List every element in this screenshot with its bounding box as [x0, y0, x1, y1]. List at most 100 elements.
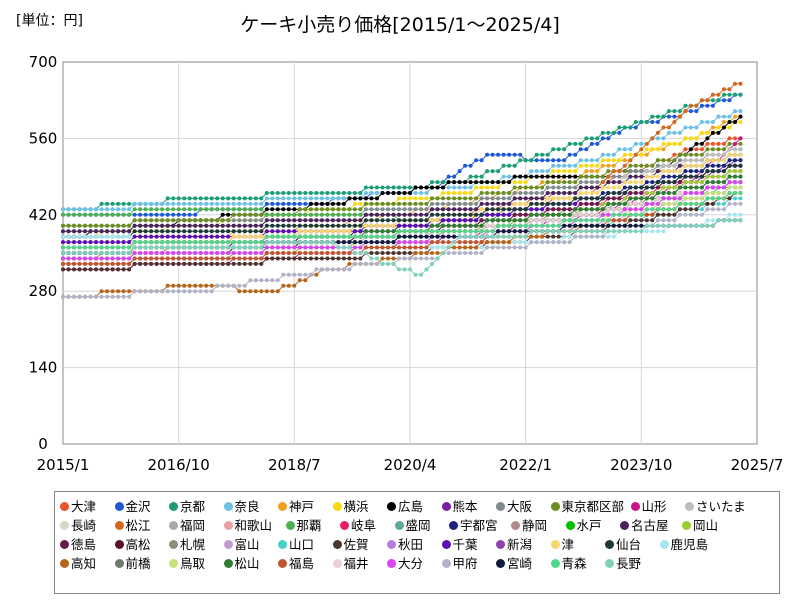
series-point	[248, 207, 253, 212]
series-point	[341, 256, 346, 261]
series-point	[182, 201, 187, 206]
series-point	[512, 240, 517, 245]
series-point	[165, 223, 170, 228]
series-point	[633, 125, 638, 130]
series-point	[722, 120, 726, 124]
series-point	[699, 174, 704, 179]
series-point	[622, 169, 627, 174]
series-point	[193, 283, 198, 288]
series-point	[672, 130, 677, 135]
series-point	[408, 191, 412, 195]
series-point	[116, 207, 121, 212]
series-point	[518, 185, 523, 190]
series-point	[204, 207, 209, 212]
series-point	[545, 180, 550, 185]
series-point	[127, 201, 132, 206]
series-point	[699, 141, 704, 146]
series-point	[430, 212, 434, 217]
series-point	[622, 174, 627, 179]
series-point	[330, 229, 335, 234]
series-point	[722, 174, 726, 179]
series-point	[606, 158, 611, 163]
series-point	[424, 196, 429, 201]
series-point	[622, 163, 627, 168]
series-point	[540, 169, 545, 174]
series-point	[567, 169, 572, 174]
series-point	[474, 245, 479, 250]
series-point	[88, 207, 93, 212]
series-point	[182, 223, 187, 228]
series-point	[727, 136, 732, 141]
series-point	[650, 191, 655, 195]
series-point	[292, 218, 297, 223]
series-point	[622, 196, 627, 201]
series-point	[694, 141, 699, 146]
series-point	[248, 218, 253, 223]
series-point	[628, 218, 633, 223]
series-point	[694, 163, 699, 168]
series-point	[110, 207, 115, 212]
series-point	[474, 174, 479, 179]
series-point	[716, 191, 721, 195]
series-point	[567, 185, 572, 190]
series-point	[413, 218, 418, 223]
series-point	[567, 163, 572, 168]
x-tick-label: 2022/1	[499, 456, 552, 474]
series-point	[160, 212, 165, 217]
series-point	[644, 191, 649, 195]
series-point	[738, 185, 743, 190]
series-point	[677, 163, 682, 168]
series-point	[490, 191, 495, 195]
series-point	[710, 98, 715, 103]
series-point	[523, 218, 528, 223]
series-point	[253, 234, 258, 239]
series-point	[110, 267, 115, 272]
series-point	[193, 207, 198, 212]
series-point	[176, 223, 181, 228]
series-point	[72, 212, 76, 217]
series-point	[688, 103, 693, 108]
series-point	[551, 191, 556, 195]
series-point	[292, 196, 297, 201]
series-point	[611, 196, 616, 201]
series-point	[259, 212, 264, 217]
series-point	[672, 212, 677, 217]
series-point	[688, 136, 693, 141]
series-point	[633, 185, 638, 190]
series-point	[226, 234, 231, 239]
series-point	[633, 180, 638, 185]
series-point	[441, 196, 445, 201]
series-point	[578, 163, 583, 168]
series-point	[694, 207, 699, 212]
series-point	[672, 158, 677, 163]
series-point	[710, 152, 715, 157]
series-point	[286, 191, 291, 195]
series-point	[116, 289, 121, 294]
series-point	[468, 185, 473, 190]
series-point	[479, 245, 484, 250]
series-point	[253, 229, 258, 234]
series-point	[209, 223, 214, 228]
series-point	[578, 141, 583, 146]
series-point	[540, 185, 545, 190]
series-point	[617, 130, 622, 135]
series-point	[375, 212, 379, 217]
series-point	[457, 223, 462, 228]
series-point	[121, 234, 126, 239]
series-point	[127, 289, 132, 294]
series-point	[551, 180, 556, 185]
series-point	[88, 212, 93, 217]
series-point	[83, 229, 87, 234]
series-point	[281, 212, 286, 217]
series-point	[171, 283, 176, 288]
series-point	[699, 98, 704, 103]
series-point	[424, 218, 429, 223]
series-point	[512, 174, 517, 179]
series-point	[220, 201, 225, 206]
series-point	[386, 256, 390, 261]
series-point	[518, 201, 523, 206]
series-point	[99, 234, 104, 239]
series-point	[595, 180, 600, 185]
series-point	[402, 251, 407, 255]
series-point	[677, 158, 682, 163]
